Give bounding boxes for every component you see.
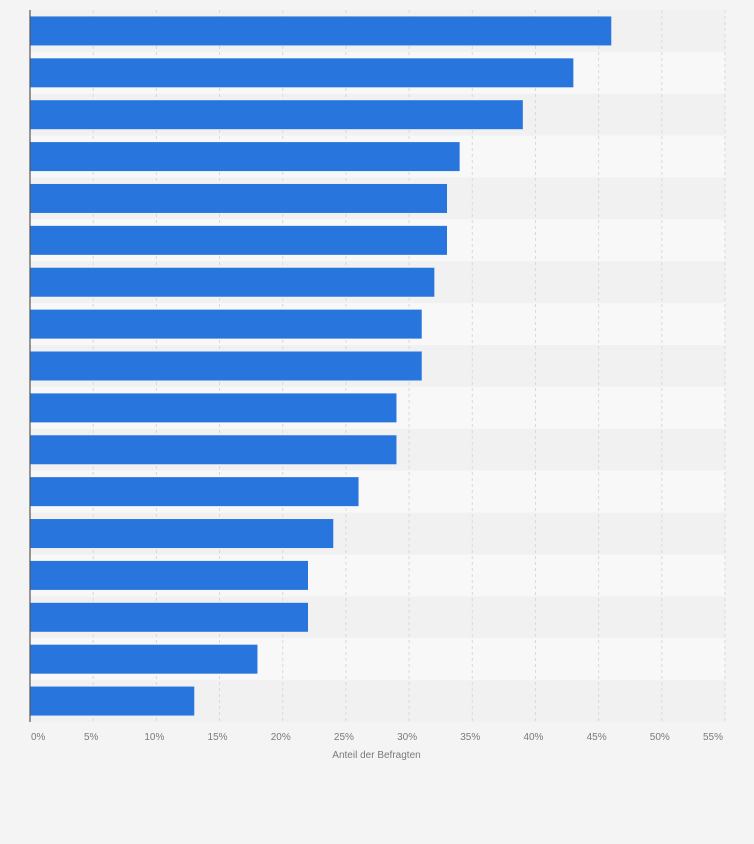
x-tick-label: 50% xyxy=(650,732,670,743)
bar xyxy=(30,351,422,381)
bar xyxy=(30,309,422,339)
bar xyxy=(30,477,359,507)
x-axis-ticks: 0% 5% 10% 15% 20% 25% 30% 35% 40% 45% 50% 55% xyxy=(31,732,723,743)
bar xyxy=(30,225,447,255)
x-tick-label: 25% xyxy=(334,732,354,743)
x-tick-label: 15% xyxy=(208,732,228,743)
x-tick-label: 5% xyxy=(84,732,99,743)
x-tick-label: 35% xyxy=(460,732,480,743)
bar xyxy=(30,100,523,130)
x-tick-label: 55% xyxy=(703,732,723,743)
bar xyxy=(30,393,397,423)
bar xyxy=(30,435,397,465)
x-tick-label: 30% xyxy=(397,732,417,743)
bar xyxy=(30,16,612,46)
bar xyxy=(30,519,334,549)
x-tick-label: 40% xyxy=(523,732,543,743)
bar xyxy=(30,602,308,632)
bar xyxy=(30,58,574,88)
bar xyxy=(30,686,195,716)
bar xyxy=(30,560,308,590)
x-tick-label: 20% xyxy=(271,732,291,743)
bar xyxy=(30,644,258,674)
x-tick-label: 45% xyxy=(587,732,607,743)
bar xyxy=(30,267,435,297)
bars xyxy=(30,16,612,716)
x-tick-label: 0% xyxy=(31,732,46,743)
x-axis-title: Anteil der Befragten xyxy=(332,750,420,761)
x-tick-label: 10% xyxy=(144,732,164,743)
bar xyxy=(30,183,447,213)
bar xyxy=(30,142,460,172)
